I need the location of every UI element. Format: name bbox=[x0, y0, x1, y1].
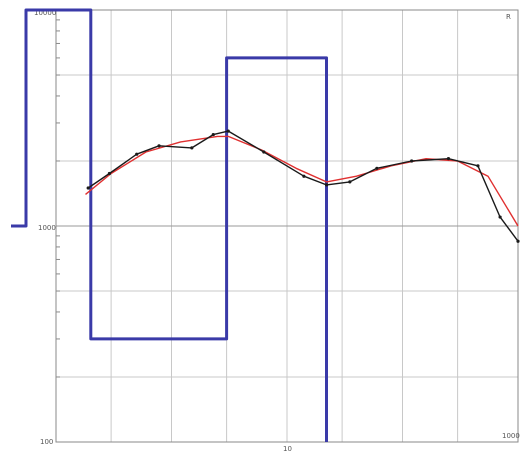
data-point-measured bbox=[516, 240, 519, 243]
x-tick-1000: 1000 bbox=[502, 432, 520, 440]
data-point-measured bbox=[212, 133, 215, 136]
corner-label: R bbox=[506, 13, 511, 21]
data-point-measured bbox=[348, 180, 351, 183]
data-point-measured bbox=[135, 153, 138, 156]
data-point-measured bbox=[87, 186, 90, 189]
data-point-measured bbox=[157, 144, 160, 147]
data-point-measured bbox=[499, 215, 502, 218]
x-tick-10: 10 bbox=[283, 445, 292, 453]
y-tick-100: 100 bbox=[40, 438, 53, 446]
data-point-measured bbox=[262, 150, 265, 153]
y-tick-1000: 1000 bbox=[38, 224, 56, 232]
data-point-measured bbox=[227, 130, 230, 133]
series-line-calculated bbox=[86, 136, 519, 226]
data-point-measured bbox=[476, 164, 479, 167]
data-point-measured bbox=[190, 146, 193, 149]
grid bbox=[56, 10, 518, 442]
data-point-measured bbox=[325, 183, 328, 186]
data-point-measured bbox=[410, 159, 413, 162]
data-point-measured bbox=[447, 157, 450, 160]
data-point-measured bbox=[375, 167, 378, 170]
data-point-measured bbox=[302, 175, 305, 178]
data-point-measured bbox=[108, 172, 111, 175]
series-line-measured bbox=[88, 131, 518, 241]
